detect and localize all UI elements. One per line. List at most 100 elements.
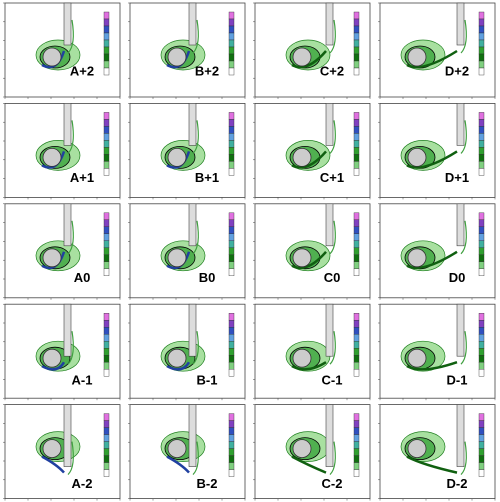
colorbar-cell: [228, 18, 235, 27]
colorbar-cell: [353, 320, 360, 328]
panel-frame: [379, 103, 496, 198]
colorbar-cell: [353, 32, 360, 41]
colorbar-cell: [103, 119, 110, 127]
rod: [456, 404, 465, 467]
colorbar-cell: [353, 469, 360, 477]
colorbar-cell: [353, 147, 360, 155]
colorbar-cell: [228, 313, 235, 321]
contour: [291, 250, 327, 270]
colorbar-cell: [478, 247, 485, 256]
panel-label: D+1: [445, 170, 469, 185]
colorbar-cell: [103, 420, 110, 428]
colorbar-cell: [478, 67, 485, 76]
panel-label: A-2: [72, 476, 93, 491]
panel: D-2: [378, 404, 496, 501]
colorbar-cell: [478, 362, 485, 370]
colorbar-cell: [353, 434, 360, 442]
panel-label: C+1: [320, 170, 344, 185]
colorbar-cell: [478, 11, 485, 20]
rod: [188, 404, 197, 467]
colorbar-cell: [478, 448, 485, 456]
contour: [192, 19, 199, 54]
panel-label: A+2: [70, 63, 94, 78]
colorbar-cell: [478, 233, 485, 242]
colorbar-cell: [228, 212, 235, 221]
panel-label: B+2: [195, 63, 219, 78]
colorbar-cell: [478, 32, 485, 41]
colorbar-cell: [353, 233, 360, 242]
colorbar-cell: [228, 39, 235, 48]
rod: [188, 2, 197, 46]
colorbar-cell: [103, 154, 110, 162]
colorbar-cell: [353, 226, 360, 235]
colorbar-cell: [103, 268, 110, 277]
panel-label: A0: [74, 270, 91, 285]
colorbar-cell: [103, 462, 110, 470]
colorbar-cell: [103, 348, 110, 356]
colorbar-cell: [228, 112, 235, 120]
colorbar-cell: [103, 469, 110, 477]
colorbar-cell: [353, 254, 360, 263]
colorbar-cell: [103, 168, 110, 176]
cylinder: [407, 47, 427, 67]
colorbar-cell: [353, 212, 360, 221]
cylinder: [407, 248, 427, 268]
colorbar-cell: [353, 119, 360, 127]
colorbar-cell: [353, 161, 360, 169]
colorbar-cell: [353, 140, 360, 148]
cylinder: [42, 439, 62, 459]
colorbar-cell: [228, 119, 235, 127]
contour: [460, 441, 467, 476]
rod: [325, 404, 334, 467]
contour: [329, 120, 336, 154]
colorbar-cell: [228, 320, 235, 328]
colorbar-cell: [478, 413, 485, 421]
contour: [67, 120, 74, 154]
colorbar-cell: [228, 268, 235, 277]
colorbar-cell: [478, 355, 485, 363]
colorbar-cell: [228, 126, 235, 134]
colorbar-cell: [353, 441, 360, 449]
contour: [291, 150, 327, 169]
colorbar-cell: [228, 469, 235, 477]
panel-label: B0: [199, 270, 216, 285]
colorbar-cell: [353, 334, 360, 342]
panel-label: B-2: [197, 476, 218, 491]
colorbar-cell: [478, 441, 485, 449]
colorbar-cell: [353, 369, 360, 377]
panel: C+1: [253, 103, 371, 200]
rod: [188, 203, 197, 247]
colorbar-cell: [103, 140, 110, 148]
colorbar-cell: [103, 161, 110, 169]
contour: [67, 331, 74, 365]
panel: B+2: [128, 2, 246, 99]
cylinder: [167, 248, 187, 268]
contour: [192, 120, 199, 154]
colorbar-cell: [228, 11, 235, 20]
colorbar-cell: [478, 434, 485, 442]
colorbar-cell: [228, 327, 235, 335]
cylinder: [167, 439, 187, 459]
colorbar-cell: [228, 140, 235, 148]
panel: A+1: [3, 103, 121, 200]
colorbar-cell: [103, 67, 110, 76]
panel-label: C0: [324, 270, 341, 285]
colorbar-cell: [478, 133, 485, 141]
rod: [63, 103, 72, 146]
colorbar-cell: [103, 369, 110, 377]
contour: [329, 441, 336, 476]
colorbar-cell: [228, 448, 235, 456]
rod: [188, 103, 197, 146]
colorbar-cell: [353, 413, 360, 421]
contour: [192, 331, 199, 365]
contour: [406, 455, 458, 474]
panel-label: C-2: [322, 476, 343, 491]
colorbar-cell: [228, 341, 235, 349]
rod: [63, 2, 72, 46]
cylinder: [42, 47, 62, 67]
contour: [329, 19, 336, 54]
panel: A+2: [3, 2, 121, 99]
panel: D0: [378, 203, 496, 300]
panel-label: D0: [449, 270, 466, 285]
contour: [329, 331, 336, 365]
